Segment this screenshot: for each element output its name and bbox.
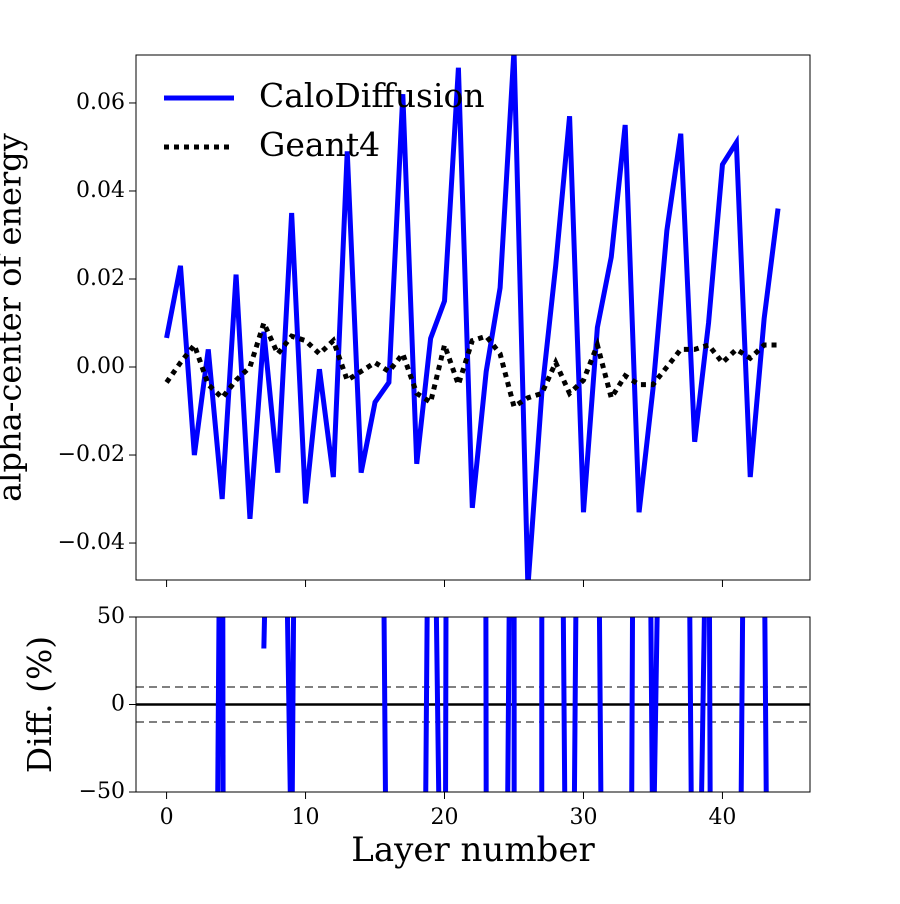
x-tick-label: 20: [431, 805, 459, 830]
data-line: [164, 55, 781, 580]
x-tick-label: 0: [160, 805, 174, 830]
y-tick-label: 0.06: [76, 90, 125, 115]
plot-area: [164, 55, 781, 580]
data-line: [164, 316, 779, 411]
y-tick-label: 0.02: [76, 266, 125, 291]
y-tick-label: −0.02: [58, 442, 125, 467]
y-axis-label: Diff. (%): [20, 636, 59, 773]
y-tick-label: 0.00: [76, 354, 125, 379]
y-tick-label: 0.04: [76, 178, 125, 203]
y-tick-label: −50: [79, 779, 125, 804]
y-tick-label: 0: [111, 692, 125, 717]
y-tick-label: 50: [97, 604, 125, 629]
x-tick-label: 30: [569, 805, 597, 830]
plot-area: [136, 617, 810, 792]
legend-label: Geant4: [259, 125, 380, 164]
y-axis-label: alpha-center of energy: [0, 133, 29, 502]
x-tick-label: 40: [708, 805, 736, 830]
axes-frame: [135, 54, 811, 581]
y-tick-label: −0.04: [58, 530, 125, 555]
x-axis-label: Layer number: [351, 830, 595, 870]
legend-label: CaloDiffusion: [259, 76, 485, 115]
x-tick-label: 10: [292, 805, 320, 830]
